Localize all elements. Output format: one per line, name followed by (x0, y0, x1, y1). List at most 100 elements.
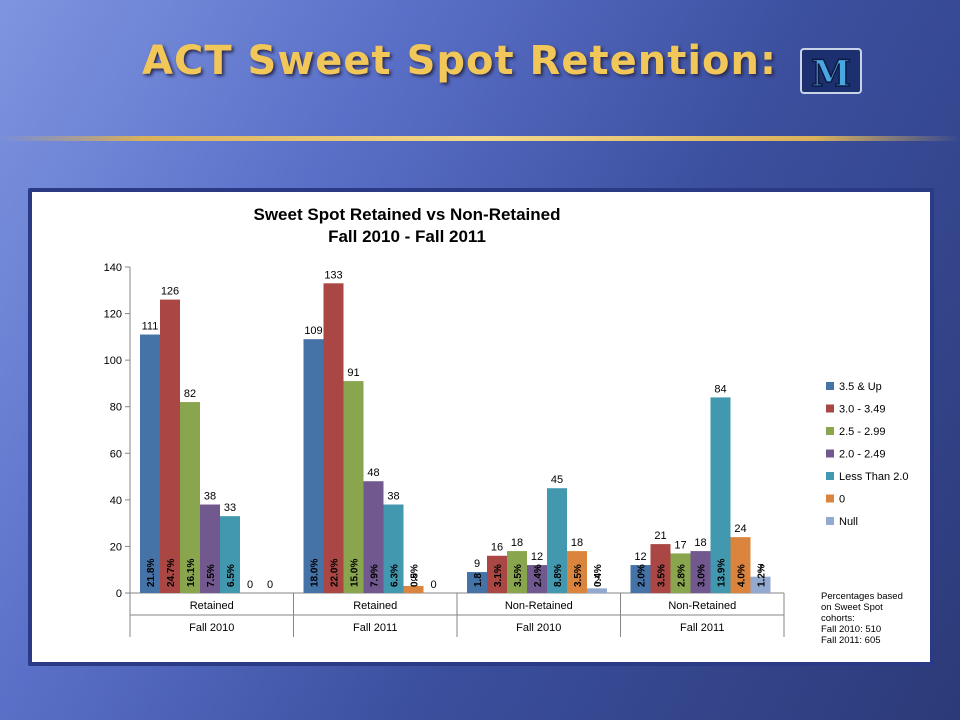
note-line: cohorts: (821, 613, 855, 624)
y-tick-label: 100 (104, 355, 122, 367)
bar-value-label: 18 (511, 537, 523, 549)
bar-percent-label: 18.0% (310, 559, 321, 587)
bar (630, 565, 651, 593)
bar (710, 397, 731, 593)
chart-title: Sweet Spot Retained vs Non-Retained (254, 205, 561, 224)
bar-value-label: 21 (654, 530, 666, 542)
bar-percent-label: 22.0% (330, 559, 341, 587)
bar-value-label: 12 (531, 551, 543, 563)
chart-subtitle: Fall 2010 - Fall 2011 (328, 227, 486, 246)
y-tick-label: 80 (110, 402, 122, 414)
bar (303, 339, 324, 593)
bar-value-label: 24 (734, 523, 746, 535)
legend-label: 3.0 - 3.49 (839, 404, 885, 416)
bar-value-label: 126 (161, 286, 179, 298)
bar (567, 551, 587, 593)
legend-label: 3.5 & Up (839, 381, 882, 393)
bar-value-label: 9 (474, 558, 480, 570)
note-line: Fall 2011: 605 (821, 635, 881, 646)
bar-percent-label: 8.8% (553, 564, 564, 587)
x-category-label: Non-Retained (505, 600, 573, 612)
bar-percent-label: 3.0% (697, 564, 708, 587)
x-category-label: Retained (190, 600, 234, 612)
bar (670, 553, 691, 593)
bar (527, 565, 547, 593)
bar-percent-label: 1.8 (473, 573, 484, 587)
y-tick-label: 140 (104, 262, 122, 274)
bar (180, 402, 200, 593)
bar-value-label: 111 (142, 321, 159, 333)
bar-percent-label: 0.5% (410, 564, 421, 587)
bar-percent-label: 4.0% (737, 564, 748, 587)
legend-swatch (826, 472, 834, 480)
bar (383, 504, 404, 593)
bar-value-label: 91 (347, 367, 359, 379)
bar-value-label: 38 (204, 491, 216, 503)
y-tick-label: 0 (116, 588, 122, 600)
legend-swatch (826, 449, 834, 458)
bar-percent-label: 3.5% (657, 564, 668, 587)
bar-value-label: 0 (267, 579, 273, 591)
grouped-bar-chart: Sweet Spot Retained vs Non-Retained Fall… (104, 205, 909, 646)
bar-percent-label: 3.5% (573, 564, 584, 587)
legend-swatch (826, 404, 834, 413)
university-logo: M (800, 48, 862, 96)
y-tick-label: 20 (110, 541, 122, 553)
bar-value-label: 33 (224, 502, 236, 514)
bar-percent-label: 16.1% (186, 559, 197, 587)
bar-percent-label: 13.9% (717, 559, 728, 587)
bar-value-label: 2 (594, 574, 600, 586)
bar (587, 588, 607, 593)
bar-percent-label: 6.5% (226, 564, 237, 587)
y-tick-label: 40 (110, 495, 122, 507)
legend-swatch (826, 517, 834, 525)
bar (547, 488, 567, 593)
bar-value-label: 7 (757, 563, 763, 575)
bar-percent-label: 3.1% (493, 564, 504, 587)
bar-value-label: 48 (367, 467, 379, 479)
y-tick-label: 60 (110, 448, 122, 460)
bar-percent-label: 0.4% (593, 564, 604, 587)
bar-value-label: 16 (491, 542, 503, 554)
note-line: Fall 2010: 510 (821, 624, 881, 635)
bar-percent-label: 15.0% (350, 559, 361, 587)
bar-value-label: 0 (430, 579, 436, 591)
y-tick-label: 120 (104, 309, 122, 321)
x-category-label: Retained (353, 600, 397, 612)
legend-label: 0 (839, 494, 845, 506)
slide-title: ACT Sweet Spot Retention: (142, 38, 777, 84)
legend-swatch (826, 382, 834, 390)
bar (730, 537, 751, 593)
bar-percent-label: 2.4% (533, 564, 544, 587)
bar (220, 516, 240, 593)
bar-value-label: 3 (410, 572, 416, 584)
bar (487, 555, 507, 593)
x-group-label: Fall 2010 (189, 622, 234, 634)
bar-percent-label: 3.5% (513, 564, 524, 587)
bar-value-label: 18 (571, 537, 583, 549)
legend-label: Null (839, 516, 858, 528)
legend-label: 2.0 - 2.49 (839, 449, 885, 461)
bar (467, 572, 487, 593)
bar-percent-label: 2.8% (677, 564, 688, 587)
bar (750, 576, 771, 593)
bar-percent-label: 21.8% (146, 559, 157, 587)
bar-value-label: 12 (634, 551, 646, 563)
x-group-label: Fall 2010 (516, 622, 561, 634)
legend-swatch (826, 427, 834, 435)
bar-value-label: 18 (694, 537, 706, 549)
bar (160, 299, 180, 593)
bar (140, 334, 160, 593)
bar-percent-label: 1.2% (757, 564, 768, 587)
bar (690, 551, 711, 593)
bar (363, 481, 384, 593)
bar (650, 544, 671, 593)
logo-letter: M (811, 53, 851, 95)
legend-label: Less Than 2.0 (839, 471, 909, 483)
bar-percent-label: 7.9% (370, 564, 381, 587)
x-group-label: Fall 2011 (353, 622, 397, 634)
bar-percent-label: 7.5% (206, 564, 217, 587)
bar-value-label: 82 (184, 388, 196, 400)
bar-percent-label: 2.0% (637, 564, 648, 587)
